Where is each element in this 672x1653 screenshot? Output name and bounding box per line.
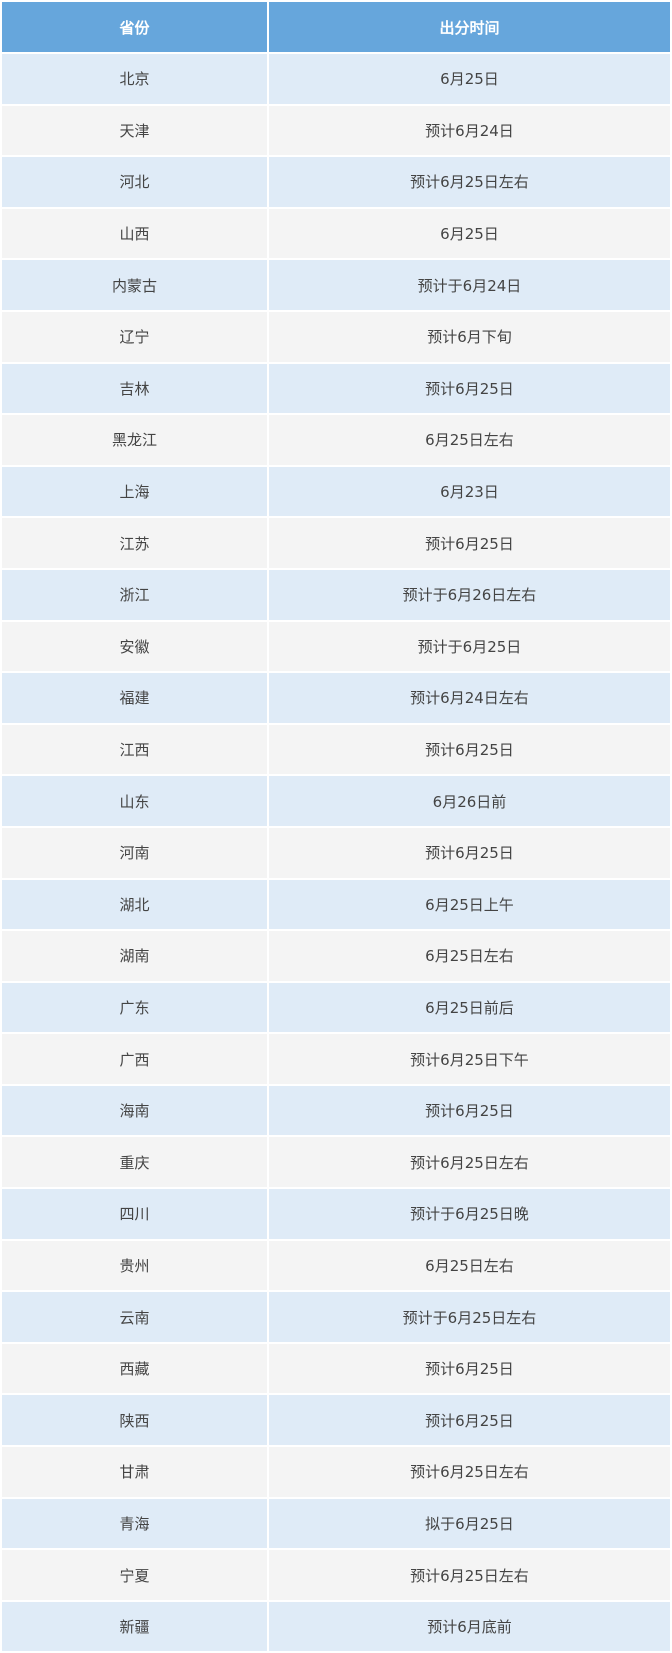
release-time-cell: 6月23日: [267, 464, 672, 519]
province-cell: 辽宁: [0, 309, 269, 364]
table-row: 安徽 预计于6月25日: [0, 619, 672, 674]
header-release-time: 出分时间: [267, 0, 672, 54]
table-row: 福建 预计6月24日左右: [0, 671, 672, 725]
province-cell: 甘肃: [0, 1445, 269, 1499]
release-time-cell: 预计6月25日: [267, 516, 672, 570]
release-time-cell: 6月25日: [267, 52, 672, 106]
release-time-cell: 6月26日前: [267, 774, 672, 828]
table-row: 海南 预计6月25日: [0, 1083, 672, 1138]
release-time-cell: 预计6月25日: [267, 361, 672, 416]
table-row: 江苏 预计6月25日: [0, 516, 672, 570]
province-cell: 陕西: [0, 1393, 269, 1448]
province-cell: 广东: [0, 980, 269, 1035]
table-row: 广西 预计6月25日下午: [0, 1032, 672, 1086]
table-row: 湖南 6月25日左右: [0, 929, 672, 983]
province-cell: 内蒙古: [0, 258, 269, 312]
release-time-cell: 6月25日左右: [267, 929, 672, 983]
table-row: 重庆 预计6月25日左右: [0, 1135, 672, 1190]
release-time-cell: 预计6月25日左右: [267, 1548, 672, 1602]
province-cell: 青海: [0, 1496, 269, 1551]
release-time-cell: 预计于6月26日左右: [267, 567, 672, 622]
release-time-cell: 预计6月25日: [267, 825, 672, 880]
table-row: 新疆 预计6月底前: [0, 1599, 672, 1653]
table-row: 青海 拟于6月25日: [0, 1496, 672, 1551]
table-row: 吉林 预计6月25日: [0, 361, 672, 416]
province-cell: 江苏: [0, 516, 269, 570]
release-time-cell: 预计6月25日: [267, 722, 672, 777]
province-cell: 西藏: [0, 1341, 269, 1396]
release-time-cell: 预计6月25日下午: [267, 1032, 672, 1086]
release-time-cell: 预计于6月25日左右: [267, 1290, 672, 1344]
table-row: 山东 6月26日前: [0, 774, 672, 828]
release-time-cell: 预计于6月24日: [267, 258, 672, 312]
province-cell: 湖南: [0, 929, 269, 983]
table-row: 黑龙江 6月25日左右: [0, 413, 672, 467]
table-row: 贵州 6月25日左右: [0, 1238, 672, 1293]
header-province: 省份: [0, 0, 269, 54]
province-cell: 新疆: [0, 1599, 269, 1653]
release-time-cell: 6月25日左右: [267, 1238, 672, 1293]
release-time-cell: 预计6月25日: [267, 1083, 672, 1138]
province-cell: 云南: [0, 1290, 269, 1344]
province-cell: 福建: [0, 671, 269, 725]
table-row: 陕西 预计6月25日: [0, 1393, 672, 1448]
table-body: 北京 6月25日 天津 预计6月24日 河北 预计6月25日左右 山西 6月25日 内蒙古 预计于…: [0, 52, 672, 1653]
table-row: 甘肃 预计6月25日左右: [0, 1445, 672, 1499]
province-cell: 浙江: [0, 567, 269, 622]
table-row: 辽宁 预计6月下旬: [0, 309, 672, 364]
release-time-cell: 预计于6月25日晚: [267, 1187, 672, 1241]
table-row: 内蒙古 预计于6月24日: [0, 258, 672, 312]
province-cell: 重庆: [0, 1135, 269, 1190]
province-cell: 贵州: [0, 1238, 269, 1293]
table-row: 四川 预计于6月25日晚: [0, 1187, 672, 1241]
release-time-cell: 预计6月25日: [267, 1341, 672, 1396]
province-cell: 安徽: [0, 619, 269, 674]
table-row: 天津 预计6月24日: [0, 103, 672, 158]
release-time-cell: 预计6月25日左右: [267, 155, 672, 209]
table-row: 浙江 预计于6月26日左右: [0, 567, 672, 622]
release-time-cell: 预计6月下旬: [267, 309, 672, 364]
release-time-cell: 6月25日: [267, 206, 672, 261]
table-row: 宁夏 预计6月25日左右: [0, 1548, 672, 1602]
table-row: 北京 6月25日: [0, 52, 672, 106]
release-time-cell: 预计6月24日: [267, 103, 672, 158]
province-cell: 河南: [0, 825, 269, 880]
table-row: 山西 6月25日: [0, 206, 672, 261]
release-time-cell: 预计6月24日左右: [267, 671, 672, 725]
province-cell: 宁夏: [0, 1548, 269, 1602]
release-time-cell: 预计于6月25日: [267, 619, 672, 674]
table-row: 江西 预计6月25日: [0, 722, 672, 777]
table-row: 河南 预计6月25日: [0, 825, 672, 880]
release-time-cell: 预计6月25日左右: [267, 1135, 672, 1190]
table-header-row: 省份 出分时间: [0, 0, 672, 54]
release-time-cell: 预计6月底前: [267, 1599, 672, 1653]
release-time-cell: 6月25日上午: [267, 877, 672, 932]
province-cell: 江西: [0, 722, 269, 777]
province-cell: 山西: [0, 206, 269, 261]
province-cell: 广西: [0, 1032, 269, 1086]
province-cell: 黑龙江: [0, 413, 269, 467]
province-cell: 四川: [0, 1187, 269, 1241]
province-cell: 北京: [0, 52, 269, 106]
province-cell: 上海: [0, 464, 269, 519]
release-time-cell: 6月25日前后: [267, 980, 672, 1035]
table-row: 湖北 6月25日上午: [0, 877, 672, 932]
table-row: 云南 预计于6月25日左右: [0, 1290, 672, 1344]
release-time-cell: 预计6月25日: [267, 1393, 672, 1448]
province-cell: 湖北: [0, 877, 269, 932]
table-row: 上海 6月23日: [0, 464, 672, 519]
province-cell: 吉林: [0, 361, 269, 416]
province-cell: 山东: [0, 774, 269, 828]
table-row: 河北 预计6月25日左右: [0, 155, 672, 209]
table-row: 西藏 预计6月25日: [0, 1341, 672, 1396]
province-cell: 天津: [0, 103, 269, 158]
release-time-cell: 预计6月25日左右: [267, 1445, 672, 1499]
province-cell: 海南: [0, 1083, 269, 1138]
table-row: 广东 6月25日前后: [0, 980, 672, 1035]
release-time-cell: 6月25日左右: [267, 413, 672, 467]
province-cell: 河北: [0, 155, 269, 209]
release-time-cell: 拟于6月25日: [267, 1496, 672, 1551]
